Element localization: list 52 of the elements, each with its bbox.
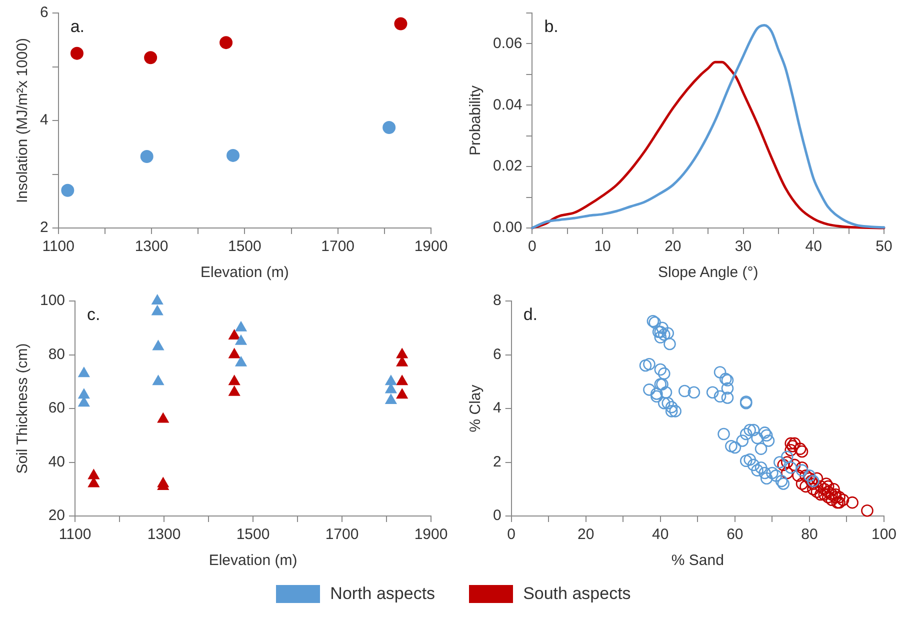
x-tick-label: 1300	[147, 526, 181, 544]
x-tick-label: 1900	[414, 526, 448, 544]
y-tick-label: 2	[40, 219, 48, 236]
y-axis-title: Insolation (MJ/m²x 1000)	[14, 38, 32, 204]
y-tick-label: 60	[48, 400, 66, 417]
x-tick-label: 60	[726, 526, 744, 544]
y-tick-label: 20	[48, 507, 66, 524]
x-tick-label: 1700	[325, 526, 359, 544]
y-tick-label: 0.00	[492, 219, 522, 236]
y-tick-label: 0.06	[492, 34, 522, 52]
x-tick-label: 50	[876, 238, 892, 256]
y-tick-label: 0	[493, 507, 502, 524]
y-axis-title: Probability	[467, 84, 484, 156]
x-tick-label: 40	[652, 526, 669, 544]
y-axis-title: % Clay	[467, 384, 484, 432]
x-axis-title: % Sand	[671, 552, 724, 570]
x-tick-label: 1500	[236, 526, 270, 544]
x-axis-title: Slope Angle (°)	[658, 264, 758, 282]
legend-label: South aspects	[523, 584, 631, 604]
annotation: b.	[544, 17, 558, 36]
x-tick-label: 10	[594, 238, 611, 256]
x-tick-label: 40	[805, 238, 822, 256]
x-tick-label: 20	[664, 238, 682, 256]
legend-label: North aspects	[330, 584, 436, 604]
y-axis-title: Soil Thickness (cm)	[14, 343, 32, 474]
y-tick-label: 80	[48, 346, 66, 363]
annotation: a.	[70, 17, 85, 36]
annotation: d.	[523, 305, 538, 324]
x-axis-title: Elevation (m)	[200, 264, 289, 282]
x-tick-label: 1300	[134, 238, 168, 256]
x-tick-label: 20	[578, 526, 594, 544]
x-tick-label: 0	[528, 238, 536, 256]
y-tick-label: 6	[493, 346, 502, 363]
x-tick-label: 80	[801, 526, 818, 544]
x-tick-label: 100	[871, 526, 897, 544]
y-tick-label: 4	[493, 400, 502, 417]
x-tick-label: 1100	[58, 526, 92, 544]
y-tick-label: 6	[40, 4, 48, 22]
x-tick-label: 1700	[321, 238, 355, 256]
x-tick-label: 1100	[42, 238, 74, 256]
y-tick-label: 0.02	[492, 158, 522, 175]
x-tick-label: 1900	[414, 238, 448, 256]
annotation: c.	[87, 305, 100, 324]
y-tick-label: 4	[40, 112, 48, 129]
y-tick-label: 8	[493, 292, 502, 310]
y-tick-label: 40	[48, 453, 66, 470]
x-tick-label: 30	[734, 238, 752, 256]
y-tick-label: 2	[493, 453, 502, 470]
x-tick-label: 1500	[228, 238, 262, 256]
x-axis-title: Elevation (m)	[208, 552, 298, 570]
y-tick-label: 100	[40, 292, 66, 310]
y-tick-label: 0.04	[492, 96, 522, 114]
